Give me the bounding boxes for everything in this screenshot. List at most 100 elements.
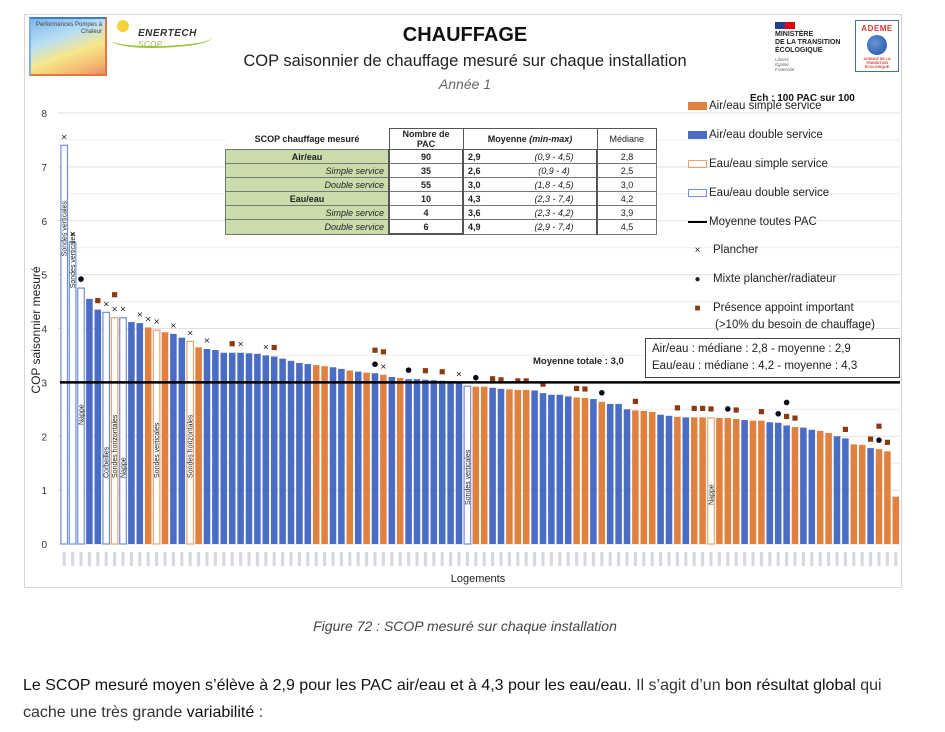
x-tick-label <box>96 552 100 566</box>
para-part-6: : <box>254 704 264 721</box>
marker-plancher: × <box>380 362 387 371</box>
square-icon: ■ <box>694 302 701 314</box>
x-tick-label <box>121 552 125 566</box>
x-tick-label <box>608 552 612 566</box>
row-median: 2,8 <box>596 149 657 164</box>
x-tick-label <box>507 552 511 566</box>
bar-96 <box>858 444 866 544</box>
bar-annotation: Sondes verticales <box>465 449 472 505</box>
bar-65 <box>598 401 606 544</box>
bar-20 <box>220 352 228 544</box>
bar-67 <box>615 403 622 544</box>
bar-46 <box>438 380 446 544</box>
x-tick-label <box>827 552 831 566</box>
marker-appoint <box>490 376 496 382</box>
bar-100 <box>892 496 900 544</box>
bar-64 <box>590 399 597 544</box>
legend-air-simple: Air/eau simple service <box>688 100 821 112</box>
row-mean: 3,6 <box>462 205 512 220</box>
row-median: 4,2 <box>596 191 657 206</box>
bar-92 <box>825 433 832 544</box>
marker-plancher: × <box>69 229 76 238</box>
marker-plancher: × <box>170 321 177 330</box>
swatch-icon <box>688 131 707 139</box>
bar-45 <box>430 380 438 544</box>
bar-7 <box>110 317 119 545</box>
bar-99 <box>884 451 891 544</box>
swatch-icon <box>688 102 707 110</box>
bar-72 <box>657 414 664 544</box>
x-tick-label <box>793 552 797 566</box>
bar-53 <box>497 388 505 544</box>
bar-12 <box>152 329 161 545</box>
x-tick-label <box>894 552 898 566</box>
x-tick-label <box>591 552 595 566</box>
marker-mixte <box>405 367 412 373</box>
row-count: 90 <box>388 149 464 164</box>
marker-appoint <box>439 369 445 375</box>
marker-appoint <box>540 381 546 387</box>
x-tick-label <box>818 552 822 566</box>
marker-plancher: × <box>153 317 160 326</box>
x-tick-label <box>222 552 226 566</box>
bar-76 <box>690 417 698 544</box>
x-tick-label <box>79 552 83 566</box>
chart-year: Année 1 <box>438 76 492 92</box>
marker-appoint <box>784 413 790 420</box>
ademe-subtitle: AGENCE DE LA TRANSITION ÉCOLOGIQUE <box>863 57 891 69</box>
bar-annotation: Sondes horizontales <box>188 414 195 478</box>
summary-box: Air/eau : médiane : 2,8 - moyenne : 2,9 … <box>645 338 900 378</box>
x-tick-label <box>171 552 175 566</box>
marker-appoint <box>95 298 101 304</box>
x-tick-label <box>365 552 369 566</box>
x-tick-label <box>197 552 201 566</box>
bar-44 <box>422 379 429 544</box>
sample-size: Ech : 100 PAC sur 100 <box>750 93 855 104</box>
x-tick-label <box>869 552 873 566</box>
legend-average: Moyenne toutes PAC <box>688 216 817 228</box>
row-mean: 4,9 <box>462 219 512 235</box>
legend-appoint: ■ Présence appoint important <box>688 302 853 314</box>
x-tick-label <box>885 552 889 566</box>
x-tick-label <box>415 552 419 566</box>
bar-annotation: Nappe <box>79 404 86 425</box>
x-tick-label <box>482 552 486 566</box>
x-axis-label: Logements <box>451 573 506 585</box>
bar-87 <box>783 425 790 544</box>
x-tick-label <box>348 552 352 566</box>
x-tick-label <box>205 552 209 566</box>
row-median: 3,0 <box>596 177 657 192</box>
x-tick-label <box>255 552 259 566</box>
table-row: Simple service 4 3,6 (2,3 - 4,2) 3,9 <box>225 205 657 220</box>
dot-icon: ● <box>694 273 701 285</box>
bar-82 <box>741 420 748 544</box>
row-range: (2,9 - 7,4) <box>512 219 598 235</box>
row-median: 4,5 <box>596 219 657 235</box>
bar-49 <box>463 385 472 545</box>
header-scop: SCOP chauffage mesuré <box>225 128 389 150</box>
sun-icon <box>117 20 129 32</box>
logo-text: Performances Pompes à Chaleur <box>35 22 102 35</box>
summary-air: Air/eau : médiane : 2,8 - moyenne : 2,9 <box>652 343 851 355</box>
row-median: 2,5 <box>596 163 657 178</box>
y-axis-label: COP saisonnier mesuré <box>29 266 43 393</box>
legend-appoint-note: (>10% du besoin de chauffage) <box>715 319 875 331</box>
bar-95 <box>850 444 858 544</box>
bar-36 <box>354 371 362 544</box>
x-tick-label <box>575 552 579 566</box>
bar-annotation: Nappe <box>121 457 128 478</box>
marker-plancher: × <box>145 314 152 323</box>
bar-77 <box>699 417 706 544</box>
bar-33 <box>329 367 337 544</box>
bar-annotation: Nappe <box>709 484 716 505</box>
marker-plancher: × <box>456 369 463 378</box>
marker-appoint <box>523 378 529 384</box>
marker-mixte <box>372 361 378 368</box>
devise-2: Égalité <box>775 62 789 67</box>
legend-eau-double: Eau/eau double service <box>688 187 829 199</box>
x-tick-label <box>440 552 444 566</box>
bar-37 <box>363 372 370 544</box>
x-tick-label <box>659 552 663 566</box>
bar-39 <box>380 374 387 544</box>
